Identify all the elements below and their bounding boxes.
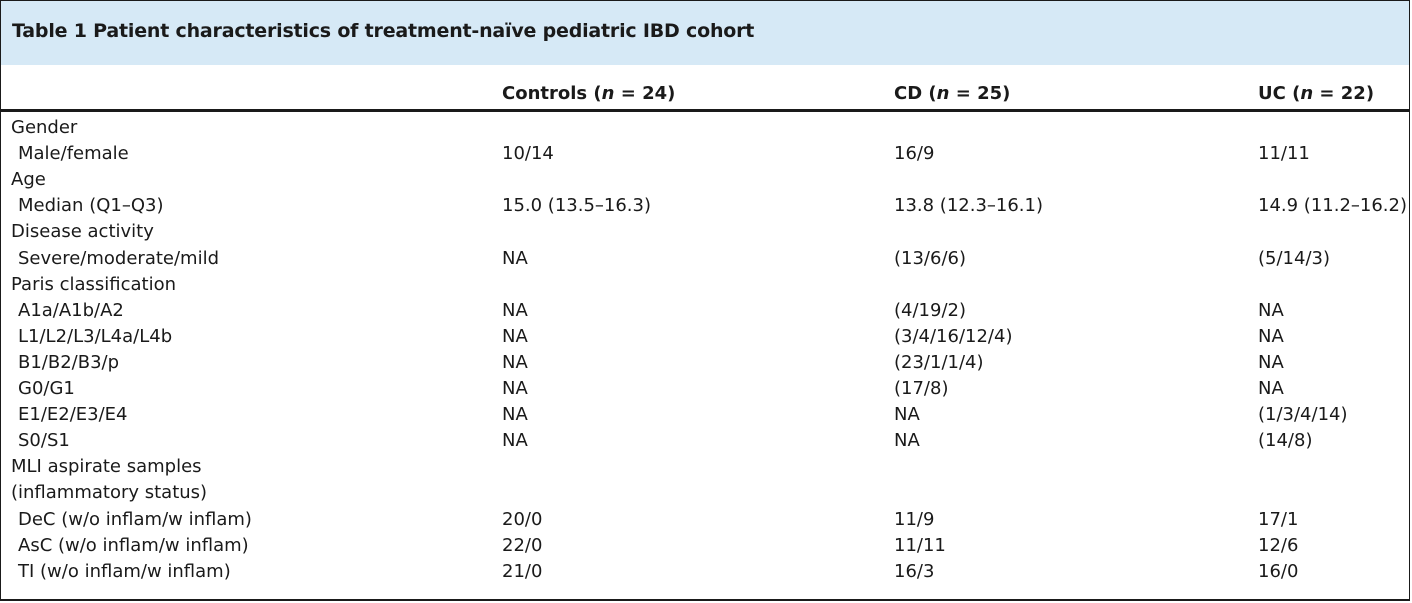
table-cell: (14/8) [1258,430,1313,451]
table-cell: NA [502,430,528,451]
table-cell: 16/3 [894,561,935,582]
column-header-uc: UC (n = 22) [1258,83,1375,104]
row-label: Median (Q1–Q3) [18,195,164,216]
row-label: Severe/moderate/mild [18,248,220,269]
table-cell: 20/0 [502,509,543,530]
table-title-bar: Table 1 Patient characteristics of treat… [1,1,1409,65]
table-cell: 10/14 [502,143,554,164]
table-cell: 21/0 [502,561,543,582]
table-cell: 14.9 (11.2–16.2) [1258,195,1408,216]
table-cell: NA [502,404,528,425]
table-cell: (4/19/2) [894,300,966,321]
table-title: Table 1 Patient characteristics of treat… [12,20,755,42]
table-cell: 12/6 [1258,535,1299,556]
table-cell: NA [502,248,528,269]
row-label: AsC (w/o inflam/w inflam) [18,535,249,556]
row-label: Age [11,169,46,190]
table-cell: 11/11 [1258,143,1310,164]
table-cell: NA [1258,326,1284,347]
row-label: TI (w/o inflam/w inflam) [18,561,231,582]
row-label: Disease activity [11,221,154,242]
table-cell: 22/0 [502,535,543,556]
table-cell: (23/1/1/4) [894,352,984,373]
row-label: S0/S1 [18,430,70,451]
column-header-cd: CD (n = 25) [894,83,1011,104]
table-cell: NA [502,352,528,373]
table-cell: 11/9 [894,509,935,530]
bottom-rule [1,599,1409,601]
table-cell: NA [502,300,528,321]
row-label: G0/G1 [18,378,75,399]
table-cell: NA [894,430,920,451]
table-cell: 11/11 [894,535,946,556]
row-label: Paris classification [11,274,177,295]
row-label: Male/female [18,143,129,164]
row-label: MLI aspirate samples [11,456,202,477]
column-header-controls: Controls (n = 24) [502,83,676,104]
table-cell: NA [502,326,528,347]
table-cell: 17/1 [1258,509,1299,530]
table-cell: 16/0 [1258,561,1299,582]
table-cell: NA [1258,300,1284,321]
table-cell: 15.0 (13.5–16.3) [502,195,652,216]
row-label: E1/E2/E3/E4 [18,404,128,425]
row-label: A1a/A1b/A2 [18,300,124,321]
row-label: B1/B2/B3/p [18,352,120,373]
table-cell: (1/3/4/14) [1258,404,1348,425]
table-cell: NA [502,378,528,399]
table-cell: (17/8) [894,378,949,399]
table-cell: 16/9 [894,143,935,164]
row-label: (inflammatory status) [11,482,208,503]
row-label: Gender [11,117,78,138]
table-cell: NA [1258,352,1284,373]
table-cell: NA [1258,378,1284,399]
row-label: DeC (w/o inflam/w inflam) [18,509,252,530]
table-cell: (13/6/6) [894,248,966,269]
header-rule [1,109,1409,112]
table-cell: NA [894,404,920,425]
table-cell: (5/14/3) [1258,248,1330,269]
row-label: L1/L2/L3/L4a/L4b [18,326,173,347]
table-cell: 13.8 (12.3–16.1) [894,195,1044,216]
table-cell: (3/4/16/12/4) [894,326,1013,347]
